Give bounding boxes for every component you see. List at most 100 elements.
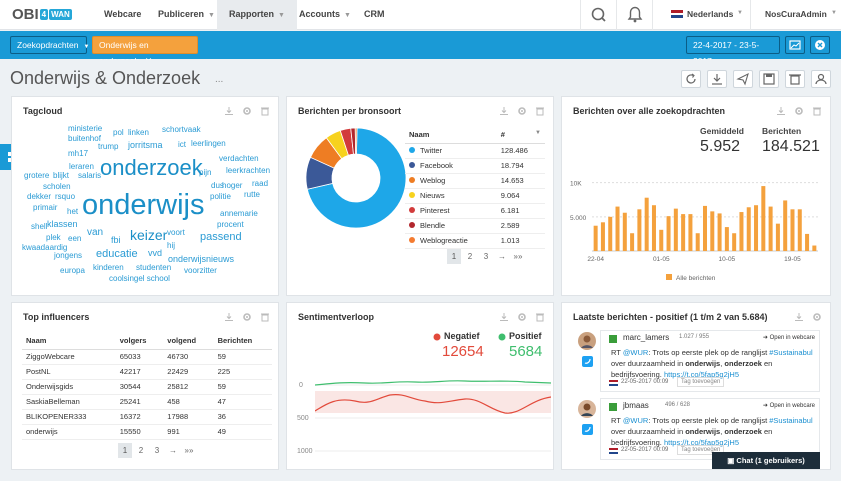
nav-publiceren[interactable]: Publiceren ▼ xyxy=(158,9,215,19)
tagcloud-word[interactable]: verdachten xyxy=(219,154,259,163)
tagcloud-word[interactable]: scholen xyxy=(43,182,71,191)
trash-icon[interactable] xyxy=(535,106,545,116)
tagcloud-word[interactable]: passend xyxy=(200,231,242,243)
download-icon[interactable] xyxy=(224,312,234,322)
open-in-webcare-button[interactable]: ➜ Open in webcare xyxy=(762,335,815,341)
tagcloud-word[interactable]: salaris xyxy=(78,171,102,180)
download-button[interactable] xyxy=(707,70,727,88)
tagcloud-word[interactable]: shell xyxy=(31,222,48,231)
tagcloud-word[interactable]: onderzoek xyxy=(100,155,203,180)
message-item[interactable]: marc_lamers 1.027 / 955 ➜ Open in webcar… xyxy=(600,330,820,392)
tagcloud-word[interactable]: ministerie xyxy=(68,124,103,133)
add-tag-button[interactable]: Tag toevoegen xyxy=(677,377,725,387)
chart-button[interactable] xyxy=(785,36,805,54)
refresh-button[interactable] xyxy=(681,70,701,88)
tagcloud-word[interactable]: rutte xyxy=(244,190,261,199)
table-row[interactable]: BLIKOPENER333 16372 17988 36 xyxy=(22,409,272,425)
add-tag-button[interactable]: Tag toevoegen xyxy=(677,445,725,455)
url-link[interactable]: https://t.co/5fap5g2jH5 xyxy=(663,438,740,447)
avatar[interactable] xyxy=(578,332,596,350)
last-page-button[interactable]: »» xyxy=(513,252,523,261)
gear-icon[interactable] xyxy=(517,312,527,322)
trash-icon[interactable] xyxy=(260,312,270,322)
author-name[interactable]: jbmaas xyxy=(623,401,649,410)
date-range-picker[interactable]: 22-4-2017 - 23-5-2017▼ xyxy=(686,36,780,66)
tagcloud-word[interactable]: klassen xyxy=(47,219,78,229)
tagcloud-word[interactable]: een xyxy=(68,234,82,243)
tagcloud-word[interactable]: kwaadaardig xyxy=(22,243,68,252)
column-header[interactable]: volgend xyxy=(163,333,214,350)
download-icon[interactable] xyxy=(499,106,509,116)
more-options[interactable]: ... xyxy=(215,74,224,85)
search-button[interactable] xyxy=(580,0,616,30)
nav-rapporten[interactable]: Rapporten ▼ xyxy=(217,0,297,30)
delete-button[interactable] xyxy=(785,70,805,88)
pie-slice[interactable] xyxy=(354,127,358,155)
next-page-button[interactable]: → xyxy=(169,446,177,455)
tagcloud-word[interactable]: ict xyxy=(178,140,186,149)
mention-link[interactable]: @WUR xyxy=(622,348,649,357)
page-button[interactable]: 3 xyxy=(154,446,160,455)
nav-accounts[interactable]: Accounts ▼ xyxy=(299,9,351,19)
tagcloud-word[interactable]: jorritsma xyxy=(128,140,163,150)
logo[interactable]: OBI 4 WAN xyxy=(12,6,72,23)
avatar[interactable] xyxy=(578,400,596,418)
table-row[interactable]: Onderwijsgids 30544 25812 59 xyxy=(22,379,272,395)
user-menu[interactable]: NosCuraAdmin ▼ xyxy=(750,0,841,30)
mention-link[interactable]: @WUR xyxy=(622,416,649,425)
pie-slice[interactable] xyxy=(306,127,407,229)
tagcloud-word[interactable]: kinderen xyxy=(93,263,124,272)
tagcloud-word[interactable]: politie xyxy=(210,192,231,201)
next-page-button[interactable]: → xyxy=(498,252,506,261)
table-row[interactable]: PostNL 42217 22429 225 xyxy=(22,364,272,380)
table-row[interactable]: Blendle 2.589 xyxy=(405,218,545,234)
tagcloud-word[interactable]: voort xyxy=(167,228,185,237)
tagcloud-word[interactable]: hij xyxy=(167,241,176,250)
table-row[interactable]: Twitter 128.486 xyxy=(405,143,545,159)
column-header[interactable]: # ▼ xyxy=(496,127,545,144)
table-row[interactable]: ZiggoWebcare 65033 46730 59 xyxy=(22,349,272,365)
tagcloud-word[interactable]: dus xyxy=(211,181,224,190)
tagcloud-word[interactable]: voorzitter xyxy=(184,266,217,275)
tagcloud-word[interactable]: het xyxy=(67,207,79,216)
chat-button[interactable]: ▣ Chat (1 gebruikers) xyxy=(712,452,820,469)
tagcloud-word[interactable]: blijkt xyxy=(53,171,70,180)
tagcloud-word[interactable]: rsquo xyxy=(55,192,76,201)
tagcloud-word[interactable]: fbi xyxy=(111,235,121,245)
message-item[interactable]: jbmaas 496 / 628 ➜ Open in webcare RT @W… xyxy=(600,398,820,460)
hashtag-link[interactable]: #Sustainabul xyxy=(769,416,813,425)
tagcloud-word[interactable]: annemarie xyxy=(220,209,258,218)
save-button[interactable] xyxy=(759,70,779,88)
nav-webcare[interactable]: Webcare xyxy=(104,9,142,19)
page-button[interactable]: 2 xyxy=(467,252,473,261)
tagcloud-word[interactable]: leerkrachten xyxy=(226,166,271,175)
search-select[interactable]: Zoekopdrachten ▼ xyxy=(10,36,89,54)
tagcloud-word[interactable]: leerlingen xyxy=(191,139,226,148)
send-button[interactable] xyxy=(733,70,753,88)
hashtag-link[interactable]: #Sustainabul xyxy=(769,348,813,357)
download-icon[interactable] xyxy=(776,106,786,116)
tagcloud-word[interactable]: leraren xyxy=(69,162,94,171)
page-button[interactable]: 2 xyxy=(138,446,144,455)
active-filter-tag[interactable]: Onderwijs en onderzoek✕ xyxy=(92,36,198,66)
gear-icon[interactable] xyxy=(812,312,822,322)
table-row[interactable]: SaskiaBelleman 25241 458 47 xyxy=(22,394,272,410)
language-select[interactable]: Nederlands ▼ xyxy=(652,0,750,30)
gear-icon[interactable] xyxy=(517,106,527,116)
column-header[interactable]: Berichten xyxy=(213,333,272,350)
notifications-button[interactable] xyxy=(616,0,652,30)
page-button[interactable]: 3 xyxy=(483,252,489,261)
table-row[interactable]: Nieuws 9.064 xyxy=(405,188,545,204)
table-row[interactable]: Weblogreactie 1.013 xyxy=(405,233,545,249)
close-filter-button[interactable] xyxy=(810,36,830,54)
download-icon[interactable] xyxy=(499,312,509,322)
tagcloud-word[interactable]: hoger xyxy=(222,181,243,190)
tagcloud-word[interactable]: pijn xyxy=(199,168,212,177)
trash-icon[interactable] xyxy=(812,106,822,116)
tagcloud-word[interactable]: educatie xyxy=(96,248,138,260)
tagcloud-word[interactable]: linken xyxy=(128,128,149,137)
table-row[interactable]: Facebook 18.794 xyxy=(405,158,545,174)
tagcloud-word[interactable]: raad xyxy=(252,179,269,188)
user-button[interactable] xyxy=(811,70,831,88)
column-header[interactable]: volgers xyxy=(115,333,164,350)
